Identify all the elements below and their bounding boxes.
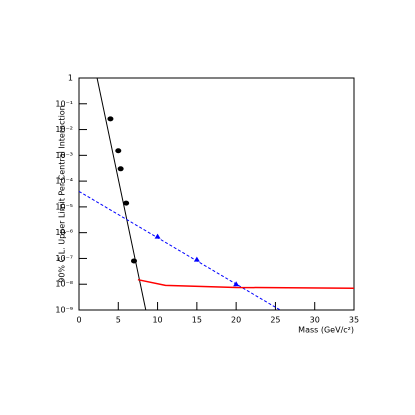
x-axis-title: Mass (GeV/c²) (298, 326, 354, 335)
x-tick-label: 20 (231, 316, 241, 325)
marker (107, 116, 114, 122)
x-tick-label: 5 (116, 316, 121, 325)
y-tick-label: 10⁻⁴ (55, 177, 73, 186)
x-tick-label: 35 (349, 316, 359, 325)
y-tick-label: 10⁻³ (55, 151, 73, 160)
y-tick-label: 10⁻¹ (55, 99, 73, 108)
marker (154, 233, 161, 239)
plot-frame (78, 77, 355, 311)
x-tick-label: 15 (192, 316, 202, 325)
x-tick-label: 10 (152, 316, 162, 325)
marker (117, 166, 124, 172)
x-tick-label: 25 (270, 316, 280, 325)
series-line (78, 190, 281, 311)
marker (193, 256, 200, 262)
marker (123, 200, 130, 206)
series-line (96, 77, 147, 311)
y-tick-label: 10⁻⁹ (55, 306, 73, 315)
marker (115, 148, 122, 154)
x-tick-label: 0 (76, 316, 81, 325)
marker (131, 258, 137, 264)
y-tick-label: 1 (68, 74, 73, 83)
x-tick-label: 30 (310, 316, 320, 325)
series-line (137, 278, 355, 289)
y-tick-label: 10⁻⁷ (55, 254, 73, 263)
y-axis-title: 90% C.L. Upper Limit Per Central Interac… (58, 105, 67, 283)
y-tick-label: 10⁻⁸ (55, 280, 73, 289)
marker (233, 281, 240, 287)
y-tick-label: 10⁻⁵ (55, 202, 73, 211)
y-tick-label: 10⁻⁶ (55, 228, 73, 237)
y-tick-label: 10⁻² (55, 125, 73, 134)
